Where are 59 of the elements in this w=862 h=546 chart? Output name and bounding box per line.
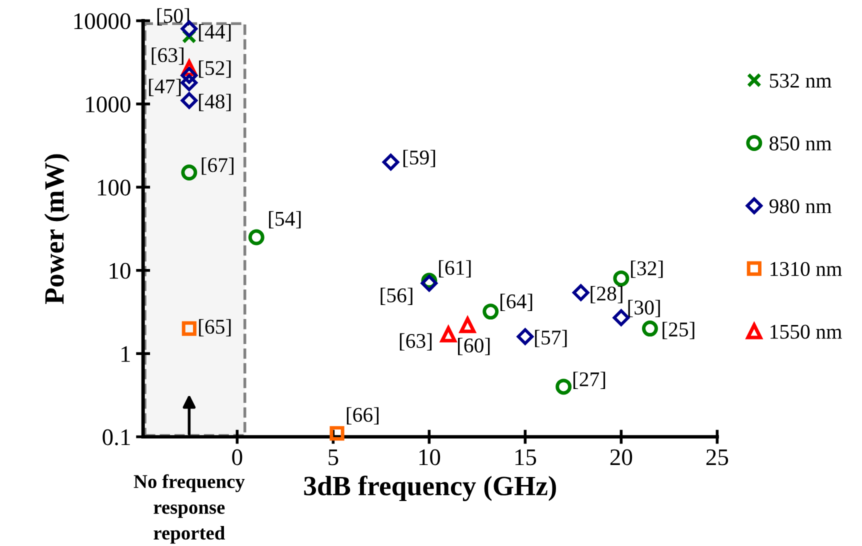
x-tick-label: 0 [232, 449, 242, 466]
annotation: [50] [157, 8, 189, 26]
x-tick-label: 20 [610, 449, 632, 466]
point [180, 74, 198, 92]
point [516, 328, 534, 346]
annotation: [61] [439, 260, 471, 278]
x-tick-label: 25 [706, 449, 728, 466]
point [612, 309, 630, 326]
x-tick-label: 5 [328, 450, 338, 466]
y-axis-title: Power (mW) [44, 154, 70, 304]
annotation: [59] [403, 150, 436, 168]
annotation: [57] [535, 330, 567, 348]
y-tick-label: 10000 [74, 13, 130, 30]
y-tick-label: 10 [110, 262, 130, 279]
point [182, 321, 196, 336]
point [556, 378, 572, 395]
annotation: [52] [199, 60, 231, 78]
point [420, 274, 438, 292]
annotation: [44] [199, 24, 231, 42]
point [382, 154, 400, 171]
point [482, 304, 499, 320]
point [248, 229, 264, 246]
point [180, 92, 198, 109]
annotation: [28] [590, 286, 622, 304]
y-tick-label: 1000 [86, 96, 130, 112]
annotation: [54] [269, 211, 301, 228]
annotation: [63] [152, 48, 184, 65]
point [330, 426, 344, 441]
legend-label: 850 nm [770, 136, 832, 150]
point [613, 270, 630, 286]
annotation: [32] [631, 260, 663, 278]
annotation: [27] [573, 372, 606, 389]
annotation: [47] [149, 78, 181, 96]
y-tick-label: 100 [98, 180, 130, 196]
annotation: [56] [380, 288, 412, 305]
legend-label: 980 nm [769, 199, 832, 214]
x-axis-title: 3dB frequency (GHz) [304, 476, 556, 502]
point [180, 67, 198, 84]
point [642, 320, 658, 337]
annotation: [25] [662, 322, 694, 340]
annotation: [60] [458, 338, 490, 356]
legend-label: 532 nm [770, 74, 832, 88]
x-tick-label: 10 [419, 449, 440, 466]
text: No frequency response reported [134, 474, 245, 544]
point [181, 164, 198, 180]
annotation: [63] [400, 333, 432, 351]
annotation: [30] [628, 300, 660, 318]
y-tick-label: 0.1 [102, 429, 130, 446]
legend-label: 1550 nm [770, 324, 842, 339]
annotation: [66] [346, 407, 379, 424]
annotation: [65] [199, 319, 231, 336]
annotation: [48] [199, 94, 231, 112]
annotation: [64] [500, 294, 532, 312]
x-tick-label: 15 [515, 449, 536, 466]
y-tick-label: 1 [122, 346, 130, 362]
point [440, 326, 456, 342]
point [572, 284, 590, 302]
annotation: [67] [202, 158, 234, 175]
legend-label: 1310 nm [770, 262, 842, 276]
